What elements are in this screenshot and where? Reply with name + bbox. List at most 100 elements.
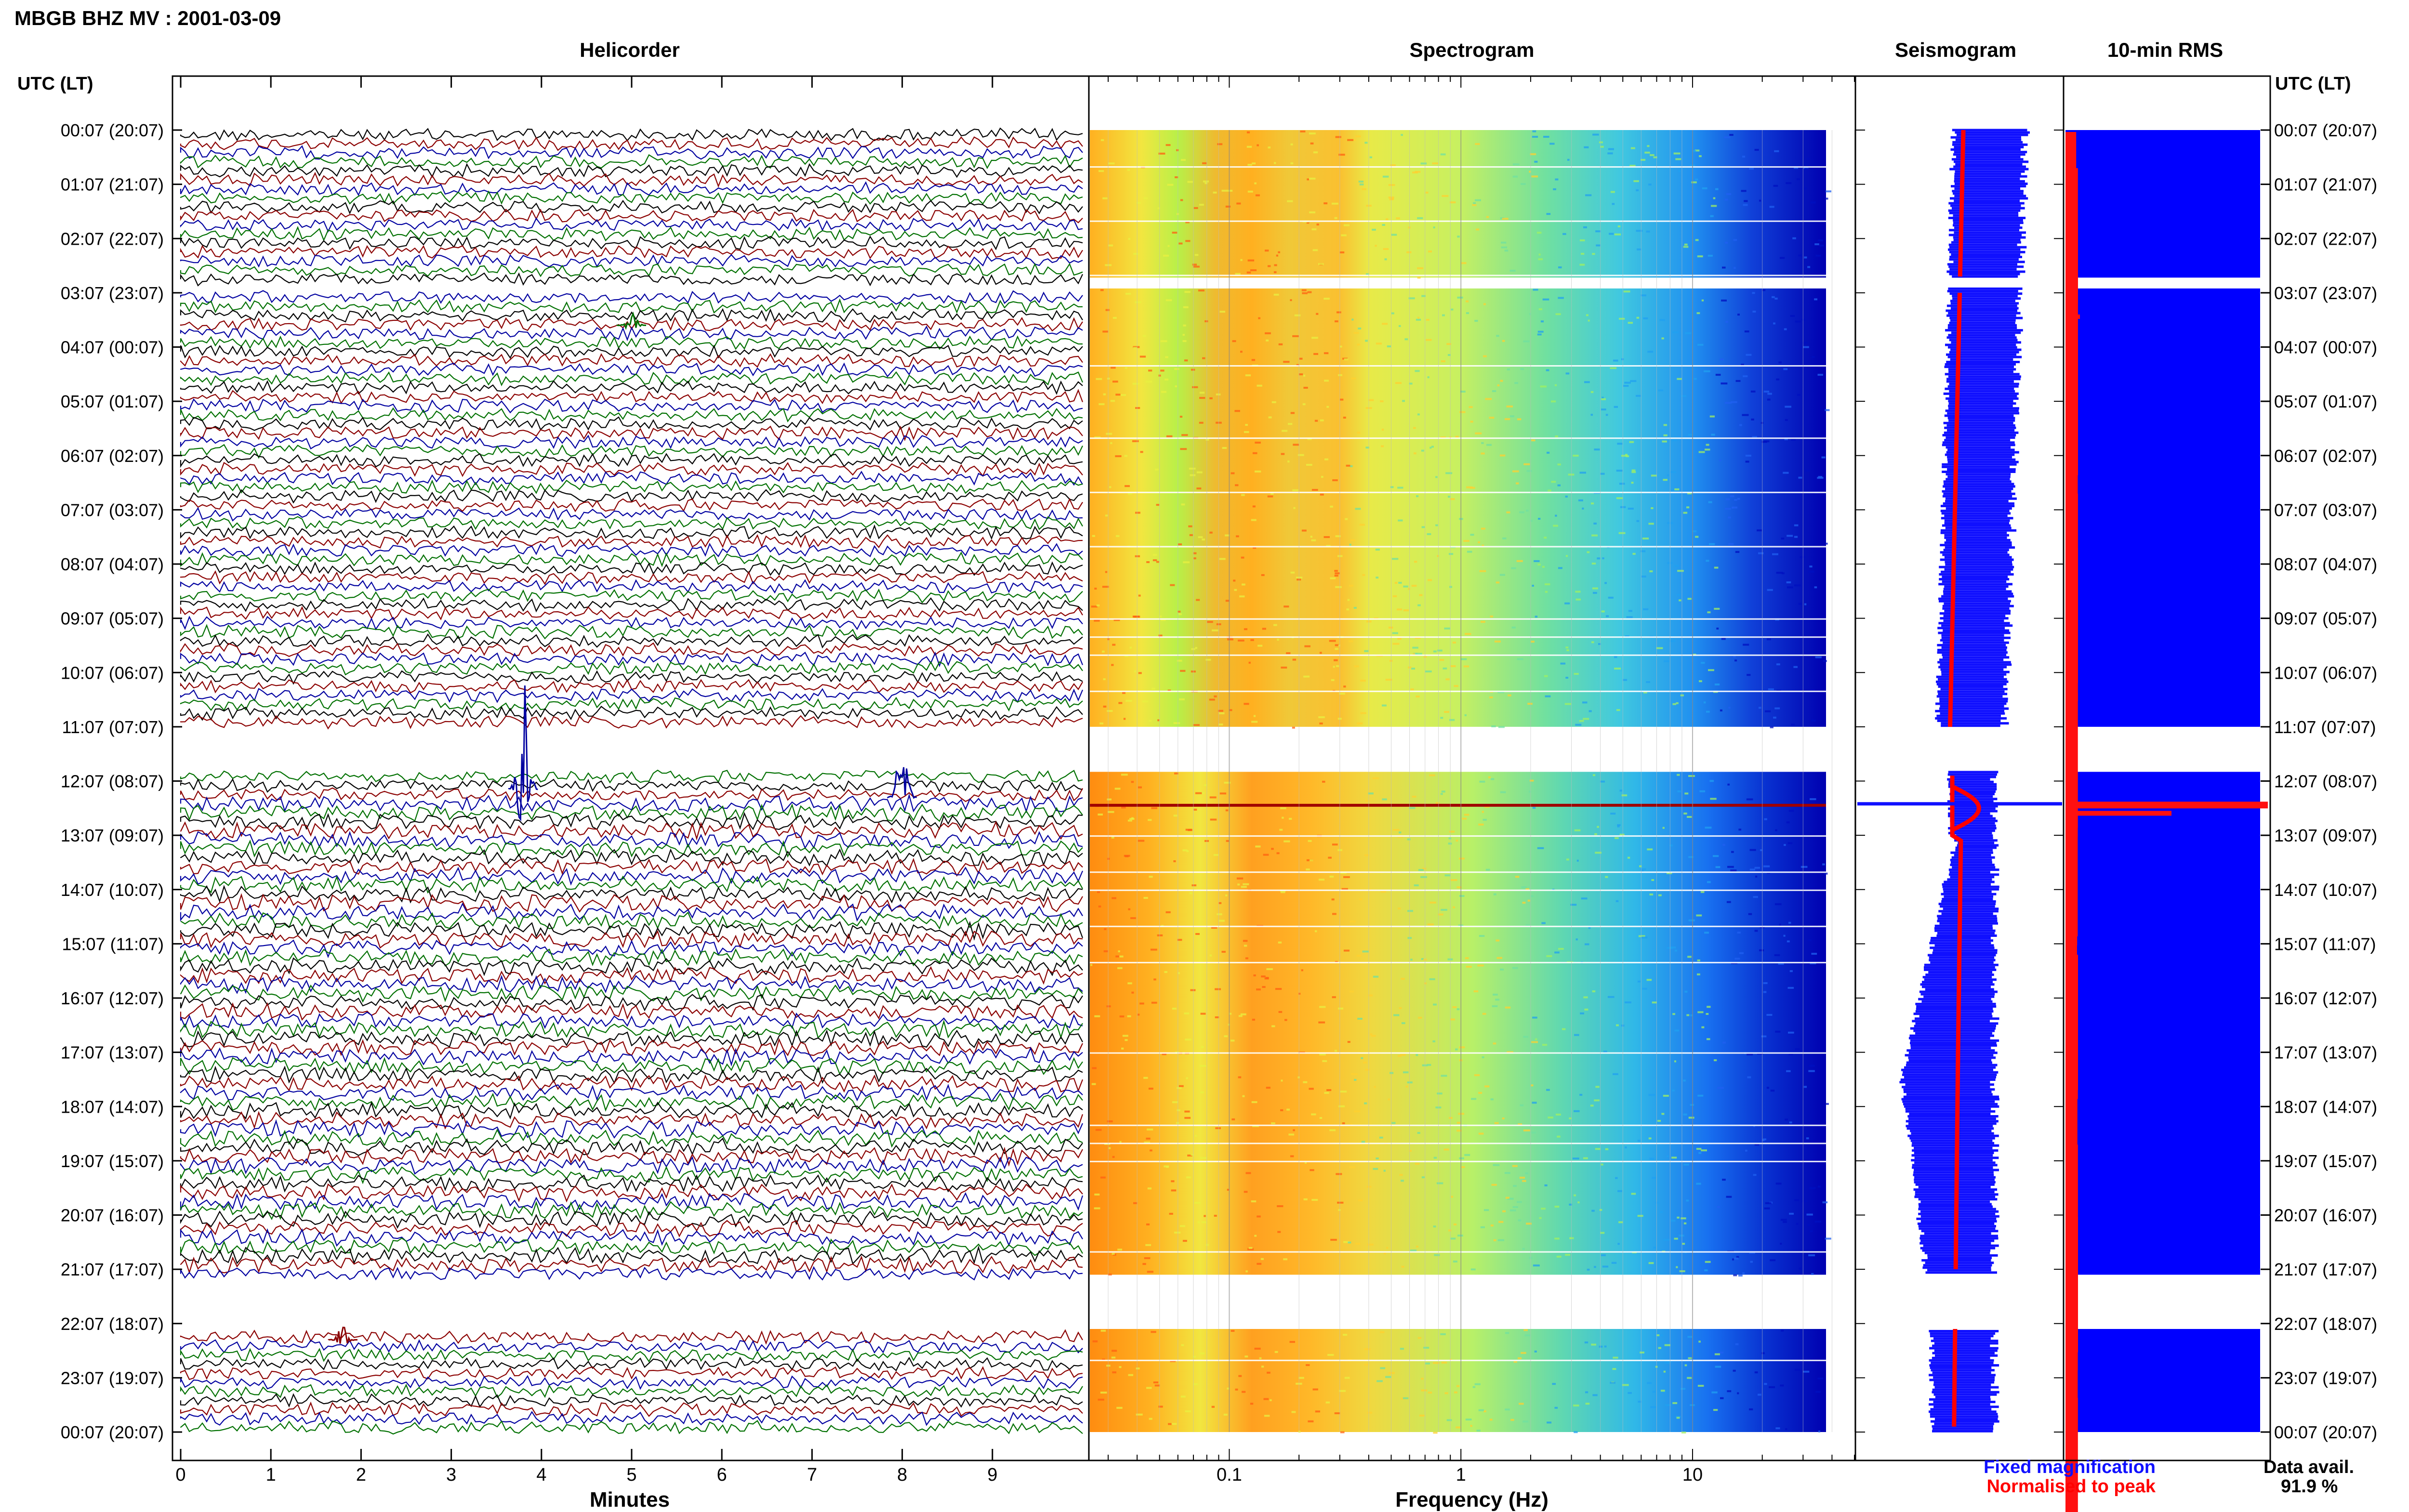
spectrogram-noise [1339,251,1345,253]
spectrogram-noise [1122,1035,1128,1037]
spectrogram-noise [1178,610,1181,613]
time-label-right: 09:07 (05:07) [2274,609,2377,629]
spectrogram-noise [1251,721,1258,723]
spectrogram-noise [1767,398,1771,401]
spectrogram-noise [1401,1180,1404,1182]
helicorder-trace [180,1156,1083,1175]
spectrogram-noise [1750,390,1756,393]
spectrogram-noise [1252,162,1256,165]
spectrogram-noise [1103,393,1106,395]
helicorder-event [508,685,538,822]
spectrogram-noise [1530,520,1533,522]
spectrogram-noise [1763,390,1770,393]
spectrogram-noise [1324,352,1329,355]
spectrogram-noise [1583,996,1588,999]
spectrogram-noise [1450,1237,1456,1240]
spectrogram-noise [1738,1275,1743,1277]
spectrogram-noise [1291,1411,1296,1413]
spectrogram-noise [1548,1117,1553,1118]
spectrogram-noise [1380,891,1387,893]
spectrogram-noise [1242,1391,1246,1393]
spectrogram-noise [1674,1060,1676,1063]
spectrogram-noise [1544,675,1548,677]
spectrogram-noise [1125,700,1132,702]
spectrogram-noise [1286,1108,1290,1111]
spectrogram-row-gap [1090,1160,1826,1162]
spectrogram-noise [1804,256,1807,259]
spectrogram-noise [1737,498,1740,500]
spectrogram-noise [1759,949,1764,951]
spectrogram-noise [1136,1367,1140,1369]
spectrogram-noise [1289,1341,1295,1343]
spectrogram-noise [1605,876,1608,878]
spectrogram-noise [1132,382,1139,385]
spectrogram-noise [1747,1053,1753,1056]
spectrogram-noise [1537,333,1542,336]
spectrogram-noise [1674,565,1679,567]
spectrogram-noise [1318,879,1325,881]
spectrogram-noise [1193,808,1197,811]
spectrogram-noise [1737,932,1741,934]
time-label-left: 11:07 (07:07) [62,717,164,737]
spectrogram-noise [1151,807,1158,809]
spectrogram-noise [1440,793,1443,795]
spectrogram-noise [1199,392,1205,394]
spectrogram-noise [1591,534,1598,537]
spectrogram-noise [1398,581,1402,584]
spectrogram-noise [1256,988,1261,991]
spectrogram-noise [1482,544,1484,547]
spectrogram-noise [1651,474,1657,477]
helicorder-trace [180,1137,1083,1156]
spectrogram-noise [1399,831,1402,834]
spectrogram-noise [1646,979,1652,981]
time-label-left: 19:07 (15:07) [61,1151,164,1171]
spectrogram-noise [1656,647,1663,649]
spectrogram-noise [1427,1064,1431,1066]
spectrogram-noise [1426,319,1430,321]
spectrogram-noise [1245,957,1248,960]
spectrogram-noise [1735,1343,1739,1345]
spectrogram-noise [1653,156,1657,158]
spectrogram-noise [1591,1210,1595,1212]
spectrogram-noise [1714,566,1719,569]
spectrogram-noise [1178,543,1182,546]
spectrogram-noise [1681,1388,1686,1390]
spectrogram-noise [1177,939,1182,941]
spectrogram-noise [1335,644,1339,646]
time-label-right: 10:07 (06:07) [2274,663,2377,683]
time-label-right: 07:07 (03:07) [2274,500,2377,520]
spectrogram-noise [1281,666,1287,669]
spectrogram-row-gap [1090,889,1826,891]
spectrogram-noise [1297,1076,1300,1078]
spectrogram-noise [1580,1012,1584,1014]
spectrogram-noise [1133,1202,1138,1204]
spectrogram-noise [1717,1206,1720,1208]
spectrogram-noise [1554,1237,1560,1240]
spectrogram-noise [1416,495,1419,498]
spectrogram-noise [1207,621,1213,623]
spectrogram-noise [1527,703,1533,705]
spectrogram-noise [1268,416,1272,419]
spectrogram-noise [1431,446,1434,448]
spectrogram-noise [1553,525,1558,527]
spectrogram-noise [1491,778,1495,780]
spectrogram-noise [1462,817,1467,820]
spectrogram-noise [1669,844,1673,847]
spectrogram-noise [1641,870,1644,872]
time-label-left: 16:07 (12:07) [61,988,164,1008]
spectrogram-noise [1319,723,1323,724]
spectrogram-noise [1329,1129,1336,1131]
spectrogram-noise [1721,638,1726,640]
spectrogram-noise [1338,1105,1345,1107]
spectrogram-noise [1504,418,1510,421]
spectrogram-noise [1698,451,1705,453]
helicorder-trace [180,507,1083,522]
spectrogram-noise [1526,510,1529,512]
helicorder-trace [180,803,1083,822]
time-label-left: 06:07 (02:07) [61,446,164,466]
spectrogram-noise [1659,319,1665,321]
spectrogram-noise [1381,445,1384,447]
spectrogram-noise [1469,406,1473,408]
helicorder-trace [180,516,1083,531]
spectrogram-noise [1350,1123,1353,1126]
